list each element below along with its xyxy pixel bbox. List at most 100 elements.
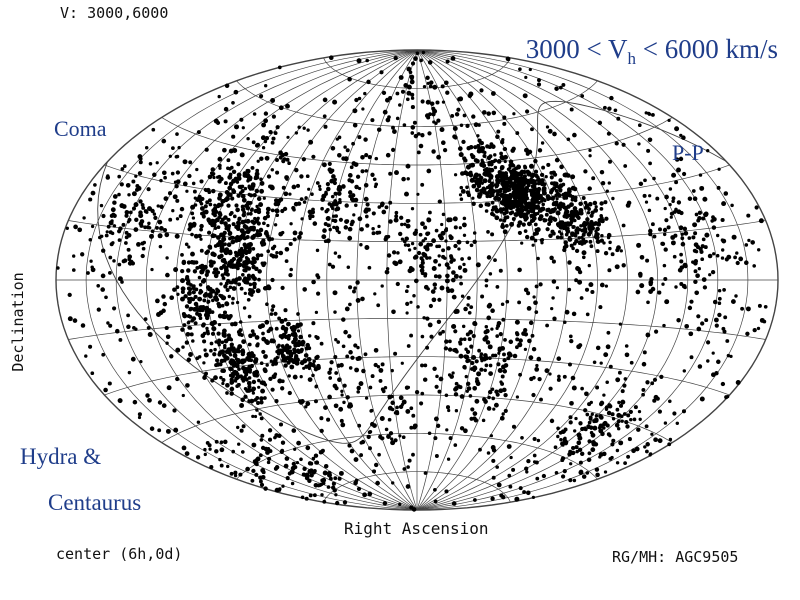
galaxy-point <box>273 201 279 207</box>
galaxy-point <box>551 259 556 264</box>
galaxy-point <box>283 317 288 322</box>
galaxy-point <box>721 201 727 207</box>
galaxy-point <box>217 254 222 260</box>
galaxy-point <box>594 205 598 209</box>
galaxy-point <box>274 433 279 438</box>
galaxy-point <box>458 193 463 197</box>
galaxy-point <box>300 217 304 221</box>
galaxy-point <box>173 180 178 184</box>
galaxy-point <box>253 414 258 419</box>
galaxy-point <box>234 363 240 369</box>
galaxy-point <box>101 352 106 357</box>
galaxy-point <box>203 447 207 452</box>
galaxy-point <box>221 199 226 203</box>
galaxy-point <box>234 124 239 130</box>
galaxy-point <box>472 385 478 391</box>
galaxy-point <box>708 273 712 277</box>
galaxy-point <box>191 290 196 295</box>
galaxy-point <box>251 379 257 385</box>
galaxy-point <box>165 256 169 260</box>
galaxy-point <box>367 265 372 270</box>
galaxy-point <box>195 265 200 270</box>
galaxy-point <box>165 341 169 345</box>
galaxy-point <box>641 387 646 392</box>
galaxy-point <box>126 324 131 330</box>
galaxy-point <box>405 408 411 414</box>
galaxy-point <box>540 141 545 145</box>
galaxy-point <box>590 432 596 438</box>
galaxy-point <box>100 273 106 279</box>
galaxy-point <box>494 389 499 394</box>
galaxy-point <box>325 182 330 187</box>
galaxy-point <box>231 256 237 262</box>
galaxy-point <box>505 299 510 304</box>
galaxy-point <box>372 177 377 182</box>
galaxy-point <box>622 412 627 416</box>
galaxy-point <box>155 298 160 304</box>
galaxy-point <box>314 399 318 404</box>
galaxy-point <box>90 190 96 196</box>
galaxy-point <box>337 476 342 481</box>
galaxy-point <box>347 235 353 241</box>
galaxy-point <box>604 216 609 221</box>
galaxy-point <box>419 268 425 273</box>
galaxy-point <box>554 188 559 193</box>
galaxy-point <box>496 129 501 134</box>
galaxy-point <box>465 123 470 129</box>
galaxy-point <box>610 252 615 257</box>
galaxy-point <box>526 183 531 188</box>
galaxy-point <box>423 363 428 368</box>
galaxy-point <box>190 211 195 216</box>
galaxy-point <box>312 493 317 498</box>
galaxy-point <box>279 318 285 324</box>
galaxy-point <box>529 179 534 185</box>
galaxy-point <box>519 192 524 197</box>
galaxy-point <box>658 227 662 232</box>
galaxy-point <box>500 222 505 227</box>
galaxy-point <box>637 142 641 146</box>
galaxy-point <box>351 193 356 198</box>
galaxy-point <box>569 243 574 248</box>
galaxy-point <box>578 421 583 426</box>
galaxy-point <box>347 173 353 178</box>
galaxy-point <box>495 285 500 289</box>
galaxy-point <box>285 476 290 481</box>
galaxy-point <box>495 465 499 469</box>
galaxy-point <box>188 314 193 319</box>
galaxy-point <box>512 353 518 359</box>
galaxy-point <box>82 216 86 220</box>
galaxy-point <box>244 265 249 270</box>
galaxy-point <box>223 284 228 289</box>
galaxy-point <box>575 226 580 230</box>
galaxy-point <box>356 355 362 361</box>
galaxy-point <box>391 309 396 315</box>
galaxy-point <box>413 230 418 235</box>
galaxy-point <box>291 428 297 433</box>
galaxy-point <box>534 230 539 236</box>
galaxy-point <box>479 88 484 93</box>
galaxy-point <box>198 288 203 293</box>
galaxy-point <box>213 347 217 352</box>
galaxy-point <box>364 214 369 219</box>
galaxy-point <box>203 374 207 379</box>
galaxy-point <box>415 51 420 56</box>
galaxy-point <box>757 303 762 308</box>
galaxy-point <box>143 317 148 321</box>
galaxy-point <box>206 187 211 193</box>
galaxy-point <box>149 426 155 431</box>
galaxy-point <box>554 193 558 198</box>
galaxy-point <box>180 268 185 274</box>
galaxy-point <box>290 481 295 486</box>
galaxy-point <box>249 358 253 363</box>
galaxy-point <box>740 306 745 311</box>
galaxy-point <box>84 354 88 358</box>
galaxy-point <box>333 310 337 314</box>
galaxy-point <box>615 377 621 383</box>
galaxy-point <box>572 132 577 138</box>
galaxy-point <box>471 183 477 189</box>
galaxy-point <box>634 446 640 452</box>
galaxy-point <box>409 406 414 411</box>
galaxy-point <box>208 447 212 451</box>
galaxy-point <box>431 297 437 303</box>
galaxy-point <box>373 292 377 296</box>
